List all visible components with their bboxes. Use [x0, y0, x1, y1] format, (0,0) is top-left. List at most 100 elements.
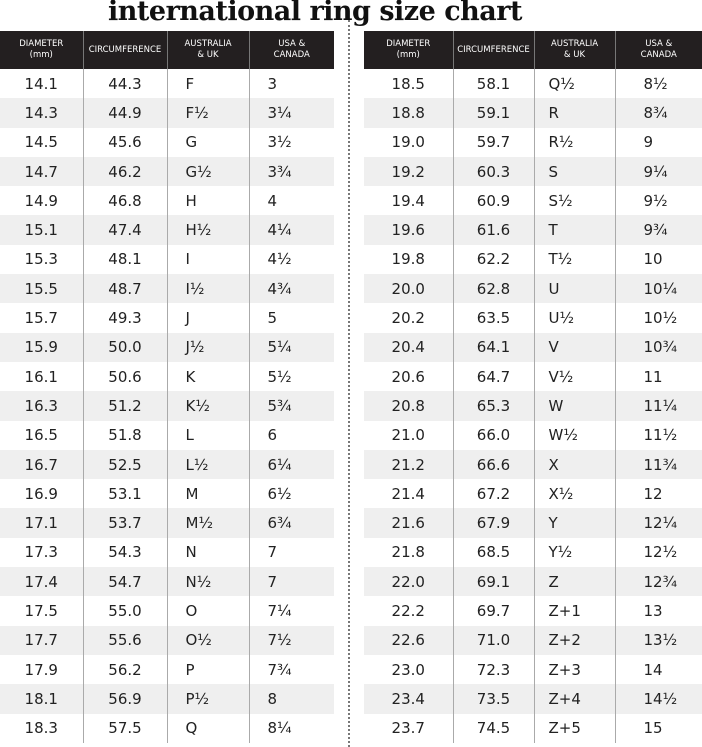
table-cell: 62.8	[452, 274, 534, 304]
table-row: 15.9 50.0 J½ 5¼	[0, 332, 334, 362]
table-cell: F	[166, 69, 249, 99]
table-cell: 16.5	[24, 426, 58, 445]
table-row: 21.8 68.5 Y½ 12½	[364, 537, 702, 568]
table-row: 16.3 51.2 K½ 5¾	[0, 391, 334, 421]
table-cell: 50.0	[82, 332, 167, 362]
table-cell: N½	[166, 567, 249, 597]
table-cell: R	[533, 98, 615, 128]
ring-size-table-right: DIAMETER (mm) CIRCUMFERENCE AUSTRALIA & UK US…	[364, 31, 702, 743]
table-row: 19.0 59.7 R½ 9	[364, 127, 702, 157]
table-cell: 12¼	[614, 508, 702, 538]
table-cell: 18.5	[391, 74, 425, 93]
table-cell: 53.1	[82, 479, 167, 509]
table-cell: 5½	[248, 361, 334, 392]
table-cell: 17.9	[24, 660, 58, 679]
table-row: 14.9 46.8 H 4	[0, 186, 334, 216]
table-row: 14.5 45.6 G 3½	[0, 127, 334, 157]
table-row: 19.4 60.9 S½ 9½	[364, 186, 702, 216]
table-cell: 7½	[248, 625, 334, 655]
column-header-text: DIAMETER	[386, 39, 431, 49]
table-row: 18.1 56.9 P½ 8	[0, 684, 334, 714]
table-cell: O½	[166, 625, 249, 655]
table-cell: 55.0	[82, 596, 167, 626]
column-header-text: CANADA	[640, 50, 677, 60]
table-cell: 60.9	[452, 186, 534, 216]
table-cell: 5¾	[248, 391, 334, 421]
table-cell: 13½	[614, 625, 702, 655]
table-cell: 44.9	[82, 98, 167, 128]
table-cell: H	[166, 186, 249, 216]
table-cell: L	[166, 420, 249, 450]
table-cell: 19.0	[391, 133, 425, 152]
column-header-text: & UK	[563, 50, 586, 60]
table-cell: 69.7	[452, 596, 534, 626]
table-cell: 8½	[614, 69, 702, 99]
table-cell: 15.5	[0, 274, 83, 304]
table-cell: Z+3	[533, 654, 615, 685]
table-cell: 21.2	[364, 449, 453, 480]
table-cell: I½	[166, 274, 249, 304]
table-cell: 19.2	[364, 156, 453, 187]
table-row: 14.3 44.9 F½ 3¼	[0, 98, 334, 128]
table-cell: 48.1	[82, 244, 167, 275]
table-cell: 7	[248, 567, 334, 597]
table-row: 15.1 47.4 H½ 4¼	[0, 215, 334, 245]
column-header: DIAMETER (mm)	[364, 31, 453, 69]
table-cell: 23.7	[391, 719, 425, 738]
table-cell: 20.6	[391, 367, 425, 386]
table-cell: 21.8	[391, 543, 425, 562]
table-row: 14.1 44.3 F 3	[0, 69, 334, 99]
table-row: 17.4 54.7 N½ 7	[0, 567, 334, 597]
table-cell: V½	[533, 361, 615, 392]
table-row: 20.2 63.5 U½ 10½	[364, 303, 702, 333]
header-row: DIAMETER (mm) CIRCUMFERENCE AUSTRALIA & UK US…	[364, 31, 702, 69]
table-cell: 17.5	[24, 601, 58, 620]
table-cell: 16.3	[0, 391, 83, 421]
ring-size-table-left: DIAMETER (mm) CIRCUMFERENCE AUSTRALIA & UK US…	[0, 31, 334, 743]
table-row: 18.8 59.1 R 8¾	[364, 98, 702, 128]
table-cell: S½	[533, 186, 615, 216]
table-cell: 53.7	[82, 508, 167, 538]
table-cell: 6¾	[248, 508, 334, 538]
header-row: DIAMETER (mm) CIRCUMFERENCE AUSTRALIA & UK US…	[0, 31, 334, 69]
table-row: 21.0 66.0 W½ 11½	[364, 420, 702, 450]
table-cell: 46.2	[82, 156, 167, 187]
table-row: 20.8 65.3 W 11¼	[364, 391, 702, 421]
table-cell: 6½	[248, 479, 334, 509]
table-cell: 9¾	[614, 215, 702, 245]
column-header: AUSTRALIA & UK	[166, 31, 249, 69]
table-cell: 21.6	[364, 508, 453, 538]
table-cell: 3½	[248, 127, 334, 157]
table-cell: V	[533, 332, 615, 362]
table-cell: 5¼	[248, 332, 334, 362]
column-header-text: CIRCUMFERENCE	[457, 44, 530, 55]
table-row: 17.1 53.7 M½ 6¾	[0, 508, 334, 538]
table-cell: 49.3	[82, 303, 167, 333]
table-cell: 67.2	[452, 479, 534, 509]
table-cell: 15.1	[0, 215, 83, 245]
table-cell: 22.2	[391, 601, 425, 620]
table-cell: 11½	[614, 420, 702, 450]
table-cell: 62.2	[452, 244, 534, 275]
column-header: AUSTRALIA & UK	[533, 31, 615, 69]
table-cell: K	[166, 361, 249, 392]
table-cell: 6¼	[248, 449, 334, 480]
table-cell: 48.7	[82, 274, 167, 304]
table-row: 19.6 61.6 T 9¾	[364, 215, 702, 245]
table-cell: Q½	[533, 69, 615, 99]
table-cell: 18.8	[364, 98, 453, 128]
table-cell: J½	[166, 332, 249, 362]
table-cell: 16.1	[24, 367, 58, 386]
table-cell: 17.7	[0, 625, 83, 655]
table-row: 21.4 67.2 X½ 12	[364, 479, 702, 509]
table-cell: 3	[248, 69, 334, 99]
column-header: DIAMETER (mm)	[0, 31, 83, 69]
table-cell: 10¾	[614, 332, 702, 362]
table-cell: 9½	[614, 186, 702, 216]
column-header-text: USA &	[645, 39, 673, 49]
table-cell: 14	[614, 654, 702, 685]
table-cell: 17.1	[0, 508, 83, 538]
column-header-text: (mm)	[29, 50, 53, 60]
table-cell: 9	[614, 127, 702, 157]
table-cell: F½	[166, 98, 249, 128]
